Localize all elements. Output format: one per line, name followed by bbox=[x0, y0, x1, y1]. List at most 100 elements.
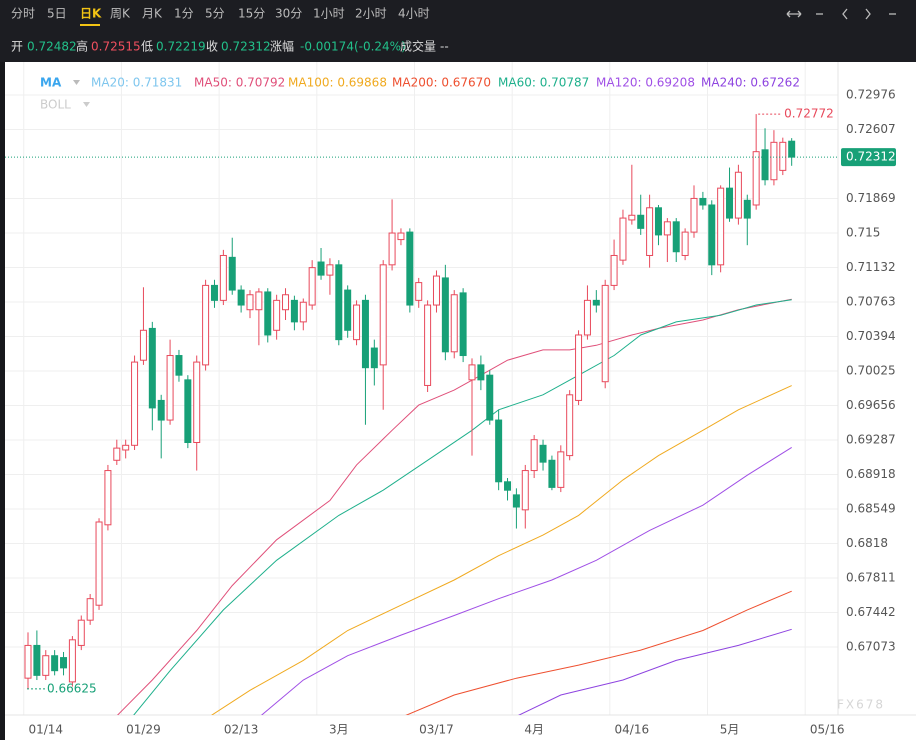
indicator-name[interactable]: MA bbox=[40, 76, 62, 90]
timeframe-tab[interactable]: 周K bbox=[110, 7, 131, 21]
indicator2-caret bbox=[83, 102, 90, 107]
candle-body bbox=[166, 355, 174, 421]
candle-body bbox=[33, 644, 41, 676]
volume-label: 成交量 bbox=[400, 39, 436, 54]
candle-body bbox=[210, 284, 218, 301]
candle-body bbox=[610, 254, 618, 286]
candle-body bbox=[104, 470, 112, 526]
candle-body bbox=[24, 644, 32, 679]
candle-body bbox=[379, 264, 387, 366]
candle-body bbox=[654, 207, 662, 236]
y-tick-label: 0.71132 bbox=[846, 260, 896, 274]
candle-body bbox=[264, 291, 272, 336]
candle-body bbox=[708, 204, 716, 266]
y-tick-label: 0.68918 bbox=[846, 467, 896, 481]
y-tick-label: 0.70025 bbox=[846, 363, 896, 377]
timeframe-tab[interactable]: 5分 bbox=[205, 7, 225, 21]
candle-body bbox=[450, 294, 458, 353]
candle-body bbox=[255, 291, 263, 311]
timeframe-tab[interactable]: 日K bbox=[80, 7, 102, 21]
change-value: -0.00174(-0.24%) bbox=[300, 40, 406, 54]
candle-body bbox=[752, 151, 760, 206]
timeframe-tab[interactable]: 2小时 bbox=[355, 7, 387, 21]
timeframe-tab[interactable]: 4小时 bbox=[398, 7, 430, 21]
max-label: 0.72772 bbox=[784, 107, 834, 121]
candle-body bbox=[228, 256, 236, 291]
indicator2-name[interactable]: BOLL bbox=[40, 98, 71, 112]
timeframe-tab[interactable]: 1分 bbox=[174, 7, 194, 21]
y-tick-label: 0.70763 bbox=[846, 294, 896, 308]
volume-value: -- bbox=[440, 40, 449, 54]
candle-body bbox=[575, 334, 583, 401]
timeframe-tab[interactable]: 分时 bbox=[11, 7, 35, 21]
candle-body bbox=[406, 231, 414, 306]
candle-body bbox=[495, 419, 503, 483]
candle-body bbox=[415, 282, 423, 301]
candle-body bbox=[68, 639, 76, 683]
candle-body bbox=[202, 284, 210, 366]
candle-body bbox=[637, 214, 645, 229]
candle-body bbox=[530, 439, 538, 472]
candle-body bbox=[424, 304, 432, 386]
candle-body bbox=[779, 141, 787, 171]
high-label: 高 bbox=[76, 39, 88, 54]
candle-body bbox=[432, 275, 440, 306]
candle-body bbox=[619, 217, 627, 261]
prev-icon[interactable] bbox=[842, 8, 848, 20]
y-tick-label: 0.69656 bbox=[846, 398, 896, 412]
x-tick-label: 01/14 bbox=[28, 723, 63, 737]
candle-body bbox=[521, 470, 529, 511]
candle-body bbox=[583, 299, 591, 336]
candle-body bbox=[388, 232, 396, 266]
candle-body bbox=[566, 394, 574, 457]
candle-body bbox=[86, 598, 94, 621]
candle-body bbox=[193, 361, 201, 444]
candle-body bbox=[672, 221, 680, 253]
x-tick-label: 5月 bbox=[720, 723, 740, 737]
candle-body bbox=[184, 379, 192, 444]
low-value: 0.72219 bbox=[156, 40, 206, 54]
candle-body bbox=[646, 207, 654, 256]
candle-body bbox=[361, 299, 369, 369]
ma-line bbox=[260, 446, 792, 715]
candle-body bbox=[308, 267, 316, 306]
candle-body bbox=[601, 284, 609, 383]
open-label: 开 bbox=[11, 40, 23, 54]
indicator-caret bbox=[73, 80, 80, 85]
timeframe-tab[interactable]: 1小时 bbox=[313, 7, 345, 21]
candle-body bbox=[592, 299, 600, 306]
watermark: FX678 bbox=[837, 698, 885, 712]
candle-body bbox=[175, 355, 183, 376]
ma-line bbox=[211, 385, 792, 715]
timeframe-tab[interactable]: 15分 bbox=[238, 7, 265, 21]
expand-icon[interactable] bbox=[786, 10, 802, 18]
legend-entry: MA120: 0.69208 bbox=[596, 76, 695, 90]
candle-body bbox=[370, 347, 378, 369]
timeframe-tab[interactable]: 30分 bbox=[275, 7, 302, 21]
timeframe-tab[interactable]: 5日 bbox=[47, 7, 67, 21]
legend-entry: MA240: 0.67262 bbox=[701, 76, 800, 90]
y-tick-label: 0.67811 bbox=[846, 571, 896, 585]
y-tick-label: 0.70394 bbox=[846, 329, 896, 343]
x-tick-label: 3月 bbox=[329, 723, 349, 737]
x-tick-label: 02/13 bbox=[224, 723, 259, 737]
next-icon[interactable] bbox=[865, 8, 871, 20]
candle-body bbox=[717, 187, 725, 266]
x-tick-label: 03/17 bbox=[419, 723, 454, 737]
candle-body bbox=[139, 329, 147, 361]
min-label: 0.66625 bbox=[47, 681, 97, 695]
legend-entry: MA50: 0.70792 bbox=[194, 76, 285, 90]
candle-body bbox=[468, 364, 476, 381]
candle-body bbox=[557, 451, 565, 488]
candle-body bbox=[504, 481, 512, 491]
timeframe-tab[interactable]: 月K bbox=[142, 7, 163, 21]
candle-body bbox=[237, 289, 245, 306]
candle-body bbox=[60, 657, 68, 669]
x-tick-label: 04/16 bbox=[615, 723, 650, 737]
x-tick-label: 05/16 bbox=[810, 723, 845, 737]
y-tick-label: 0.69287 bbox=[846, 432, 896, 446]
candle-body bbox=[788, 140, 796, 158]
candle-body bbox=[113, 447, 121, 461]
